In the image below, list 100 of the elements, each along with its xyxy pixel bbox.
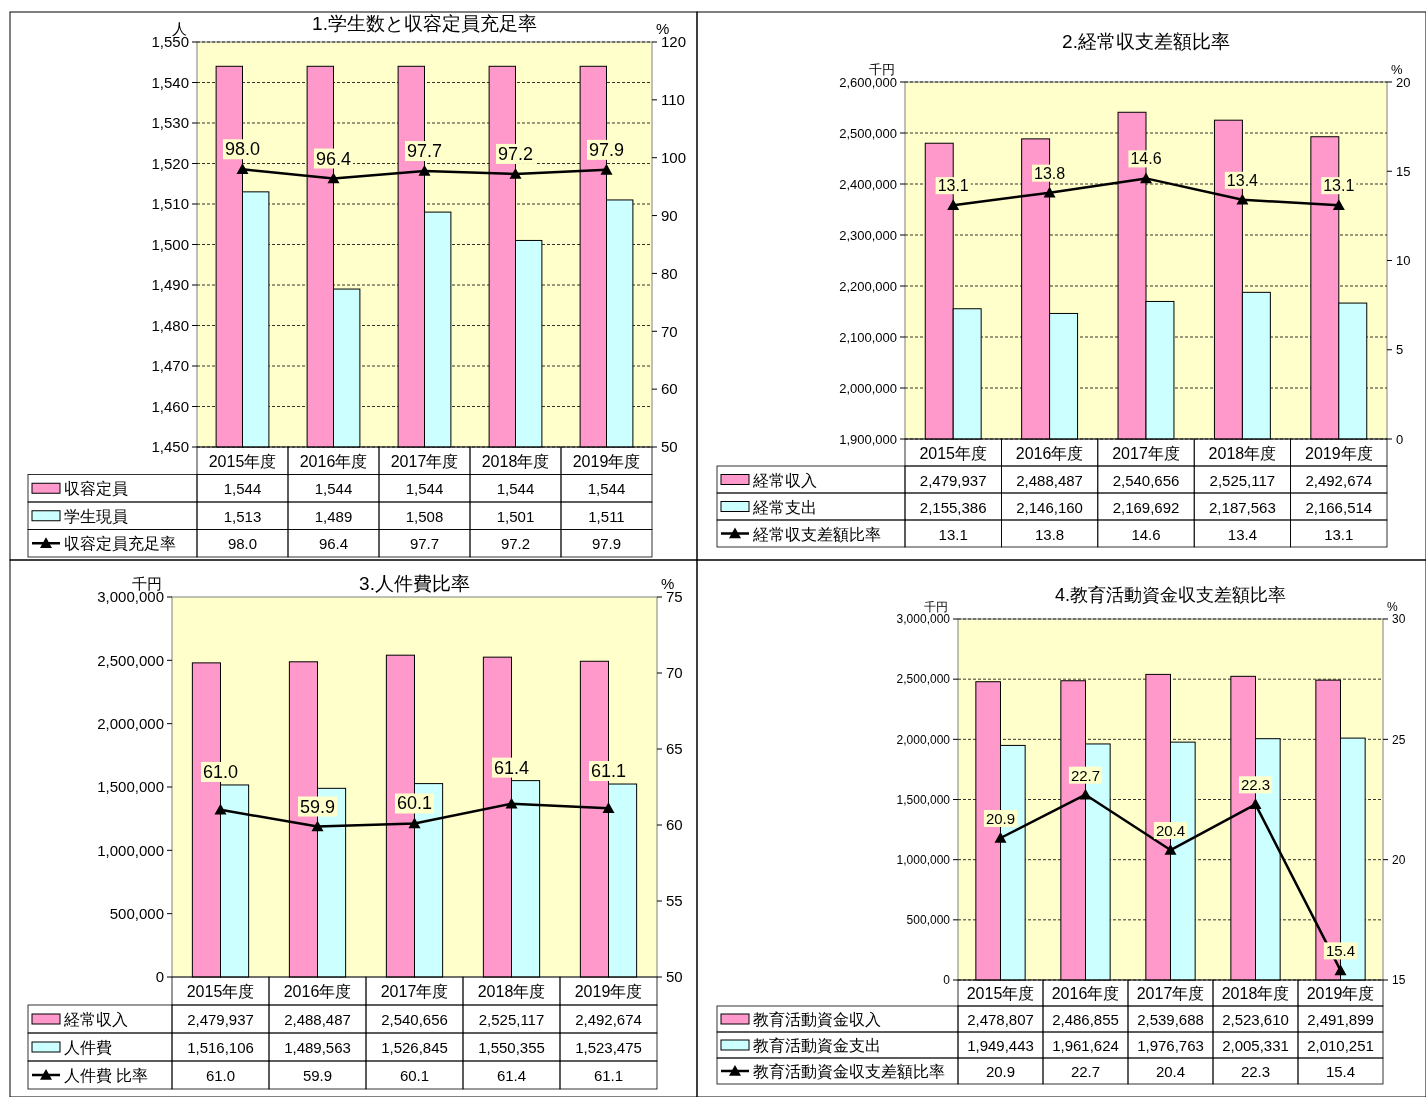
x-tick-label: 2017年度	[1136, 985, 1205, 1002]
y2-tick-label: 70	[661, 322, 678, 340]
y-tick-label: 1,000,000	[896, 852, 951, 867]
text: 15.4	[1325, 942, 1356, 960]
data-label: 2,155,386	[919, 498, 987, 516]
y-tick-label: 2,200,000	[839, 278, 897, 294]
point	[1079, 788, 1092, 800]
text: 97.2	[497, 143, 534, 164]
data-label: 2,525,117	[478, 1011, 545, 1028]
data-label: 1,961,624	[1052, 1037, 1119, 1054]
text: 13.1	[1323, 177, 1355, 195]
data-label: 1,501	[496, 507, 535, 525]
x-tick-label: 2015年度	[966, 985, 1035, 1002]
y-tick-label: 3,000,000	[896, 612, 951, 627]
point	[1140, 172, 1152, 184]
y-tick-label: 2,000,000	[896, 732, 951, 747]
y-tick-label: 1,500	[151, 235, 189, 253]
data-label: 1,508	[405, 507, 444, 525]
legend-label: 経常収入	[63, 1011, 128, 1028]
y-tick-label: 2,100,000	[839, 329, 897, 345]
chart-title: 3.人件費比率	[359, 573, 470, 594]
point	[1236, 193, 1249, 205]
data-label: 2,166,514	[1305, 498, 1373, 516]
y-tick-label: 1,470	[151, 357, 189, 375]
point	[505, 797, 518, 809]
point	[1164, 844, 1177, 855]
x-tick-label: 2019年度	[1306, 985, 1375, 1002]
data-label: 13.8	[1035, 525, 1065, 543]
data-label: 97.7	[409, 535, 440, 553]
y2-tick-label: 50	[666, 968, 683, 986]
point	[1334, 964, 1347, 976]
text: 59.9	[299, 796, 336, 817]
x-tick-label: 2016年度	[1051, 985, 1120, 1002]
data-label: 20.9	[985, 1063, 1016, 1080]
y2-tick-label: 70	[666, 664, 683, 682]
data-label: 2,488,487	[1016, 471, 1083, 489]
text: 96.4	[315, 148, 352, 169]
text: 13.8	[1034, 164, 1066, 182]
y-tick-label: 2,000,000	[97, 714, 164, 732]
data-label: 13.1	[938, 525, 968, 543]
point	[236, 163, 249, 175]
y-tick-label: 0	[943, 973, 951, 988]
text: 22.3	[1240, 776, 1271, 794]
data-label: 2,187,563	[1209, 498, 1276, 516]
y-tick-label: 2,500,000	[839, 125, 897, 141]
legend-label: 教育活動資金収支差額比率	[753, 1063, 945, 1080]
y2-tick-label: 30	[1392, 612, 1406, 627]
y2-tick-label: 20	[1392, 852, 1406, 867]
x-tick-label: 2017年度	[380, 983, 449, 1000]
y-tick-label: 1,480	[151, 316, 189, 334]
x-tick-label: 2017年度	[390, 452, 459, 470]
x-tick-label: 2018年度	[1208, 444, 1277, 462]
y-tick-label: 1,500,000	[896, 792, 951, 807]
text: 61.4	[493, 757, 530, 778]
legend-label: 人件費 比率	[64, 1067, 149, 1084]
data-label: 61.4	[496, 1067, 527, 1084]
data-label: 1,544	[223, 480, 262, 498]
data-label: 1,511	[588, 507, 625, 525]
data-label: 13.1	[1324, 525, 1354, 543]
data-label: 2,491,899	[1307, 1011, 1374, 1028]
text: 22.7	[1070, 766, 1101, 784]
y2-axis-title: %	[1391, 62, 1403, 77]
y-tick-label: 2,300,000	[839, 227, 897, 243]
x-tick-label: 2015年度	[186, 983, 255, 1000]
data-label: 60.1	[399, 1067, 430, 1084]
text: 20.9	[985, 810, 1016, 828]
data-label: 1,544	[314, 480, 353, 498]
y2-tick-label: 15	[1396, 163, 1411, 179]
data-label: 20.4	[1155, 1063, 1186, 1080]
point	[418, 165, 431, 176]
y2-tick-label: 65	[666, 740, 683, 758]
y2-tick-label: 20	[1396, 74, 1411, 90]
data-label: 1,516,106	[187, 1039, 254, 1056]
legend-label: 経常収入	[752, 471, 817, 489]
x-tick-label: 2016年度	[299, 452, 368, 470]
text: 97.9	[588, 139, 625, 160]
x-tick-label: 2019年度	[1305, 444, 1373, 462]
point	[1043, 186, 1056, 198]
chart-title: 2.経常収支差額比率	[1062, 31, 1230, 52]
y-tick-label: 2,400,000	[839, 176, 897, 192]
point	[214, 803, 227, 815]
data-label: 2,492,674	[575, 1011, 642, 1028]
legend-label: 教育活動資金収入	[753, 1011, 881, 1028]
text: 98.0	[224, 139, 261, 160]
data-label: 2,486,855	[1052, 1011, 1119, 1028]
y2-tick-label: 60	[666, 816, 683, 834]
legend-label: 経常支出	[752, 498, 817, 516]
point	[600, 163, 613, 175]
data-label: 2,539,688	[1137, 1011, 1204, 1028]
data-label: 2,525,117	[1209, 471, 1276, 489]
data-label: 1,544	[496, 480, 535, 498]
y-tick-label: 1,900,000	[839, 431, 897, 447]
data-label: 1,489,563	[284, 1039, 351, 1056]
x-tick-label: 2019年度	[574, 983, 643, 1000]
data-label: 2,478,807	[967, 1011, 1034, 1028]
data-label: 1,550,355	[478, 1039, 545, 1056]
y-axis-title: 千円	[132, 575, 162, 592]
x-tick-label: 2016年度	[283, 983, 352, 1000]
data-label: 2,169,692	[1112, 498, 1180, 516]
y-tick-label: 1,520	[151, 154, 189, 172]
